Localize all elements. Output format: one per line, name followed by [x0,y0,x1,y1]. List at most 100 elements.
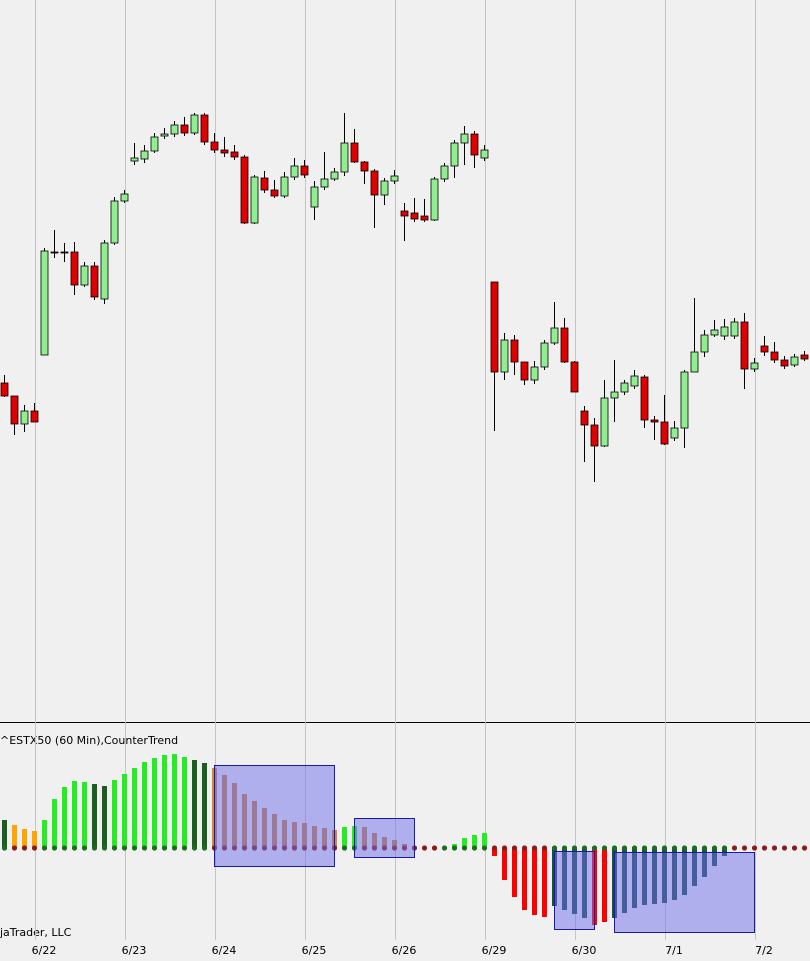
highlight-box [354,818,415,858]
candle-body [100,242,109,300]
signal-dot [1,845,8,851]
signal-dot [741,845,748,851]
x-tick-label: 6/30 [572,944,597,957]
histogram-bar [72,781,77,848]
signal-dot [611,845,618,851]
signal-dot [631,845,638,851]
histogram-bar [502,848,507,880]
signal-dot [71,845,78,851]
candle-body [0,382,9,397]
histogram-bar [492,848,497,856]
candle-body [710,329,719,336]
candle-body [370,170,379,196]
signal-dot [651,845,658,851]
candle-body [180,124,189,134]
candle-body [800,354,809,360]
histogram-bar [42,820,47,848]
histogram-bar [132,768,137,848]
signal-dot [771,845,778,851]
candle-body [570,361,579,393]
histogram-bar [142,762,147,848]
candle-body [10,395,19,425]
signal-dot [451,845,458,851]
candle-body [750,362,759,370]
candle-body [350,142,359,163]
signal-dot [541,845,548,851]
x-tick-label: 6/26 [392,944,417,957]
candle-body [520,361,529,381]
signal-dot [41,845,48,851]
candle-body [670,427,679,439]
candle-body [200,114,209,143]
signal-dot [671,845,678,851]
signal-dot [561,845,568,851]
histogram-bar [512,848,517,897]
histogram-bar [62,787,67,848]
candle-body [30,410,39,423]
signal-dot [151,845,158,851]
signal-dot [161,845,168,851]
candle-body [380,180,389,196]
signal-dot [31,845,38,851]
candle-body [260,177,269,191]
x-tick-label: 6/24 [212,944,237,957]
signal-dot [721,845,728,851]
candle-body [480,149,489,159]
signal-dot [501,845,508,851]
candle-body [120,193,129,202]
x-tick-label: 6/25 [302,944,327,957]
signal-dot [131,845,138,851]
candle-body [780,359,789,367]
histogram-bar [532,848,537,915]
highlight-boxes [214,765,755,933]
signal-dot [641,845,648,851]
signal-dot [121,845,128,851]
candle-body [40,250,49,356]
signal-dot [661,845,668,851]
candle-body [790,356,799,366]
histogram-bar [342,827,347,848]
candle-body [330,171,339,180]
candle-body [500,339,509,373]
signal-dot [601,845,608,851]
candle-body [600,397,609,447]
indicator-title: ^ESTX50 (60 Min),CounterTrend [0,734,178,747]
candle-body [160,133,169,137]
candle-body [580,410,589,426]
histogram-bar [122,774,127,848]
candle-body [440,165,449,180]
signal-dot [621,845,628,851]
candle-body [290,165,299,178]
candle-body [20,410,29,425]
signal-dot [21,845,28,851]
histogram-bar [102,786,107,848]
histogram-bar [2,820,7,848]
candle-body [540,342,549,368]
histogram-bar [482,833,487,848]
signal-dot [681,845,688,851]
signal-dot [421,845,428,851]
signal-dot [51,845,58,851]
candle-body [550,327,559,344]
signal-dot [521,845,528,851]
candle-body [140,150,149,160]
signal-dot [111,845,118,851]
signal-dot [781,845,788,851]
histogram-bar [202,763,207,848]
histogram-bar [462,838,467,848]
signal-dot [431,845,438,851]
candle-body [490,281,499,373]
candle-body [430,178,439,221]
signal-dot [761,845,768,851]
histogram-bar [602,848,607,922]
histogram-bar [192,760,197,848]
candle-body [90,265,99,298]
candle-body [390,175,399,182]
candle-body [630,375,639,387]
candle-body [130,157,139,162]
candle-body [250,176,259,224]
candle-body [80,265,89,286]
candle-body [110,200,119,244]
x-tick-label: 7/1 [665,944,683,957]
histogram-bar [82,782,87,848]
